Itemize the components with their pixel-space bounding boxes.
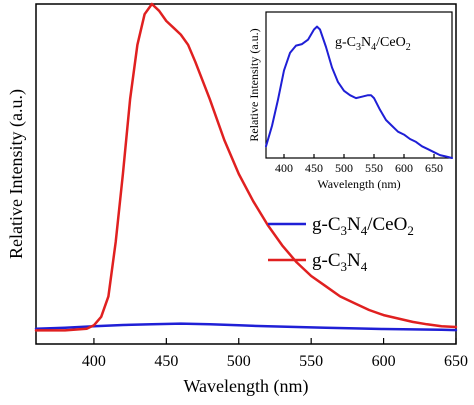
inset-x-tick-label: 400: [275, 161, 293, 175]
inset-plot-frame: [265, 11, 453, 159]
main-series-line-2: [34, 2, 458, 332]
inset-x-ticks: 400 450 500 550 600 650: [275, 154, 443, 175]
inset-x-tick-label: 550: [365, 161, 383, 175]
inset-x-tick-label: 600: [395, 161, 413, 175]
main-x-axis-title: Wavelength (nm): [183, 376, 308, 397]
main-series-lines: [34, 2, 458, 332]
inset-x-axis-title: Wavelength (nm): [317, 177, 400, 191]
main-x-tick-label: 600: [372, 353, 396, 370]
main-x-tick-label: 450: [154, 353, 178, 370]
main-x-tick-label: 550: [299, 353, 323, 370]
main-x-ticks: 400 450 500 550 600 650: [82, 338, 468, 370]
main-plot-frame: [35, 3, 457, 345]
inset-background: [252, 8, 450, 160]
legend: g-C3N4/CeO2 g-C3N4: [268, 214, 414, 274]
legend-label-red: g-C3N4: [312, 250, 368, 274]
inset-y-axis-title: Relative Intensity (a.u.): [247, 28, 261, 141]
main-y-axis-title: Relative Intensity (a.u.): [6, 89, 27, 259]
main-x-tick-label: 650: [444, 353, 468, 370]
inset-series-lines: [265, 25, 453, 159]
inset-series-line-1: [265, 25, 453, 159]
main-x-tick-label: 400: [82, 353, 106, 370]
main-series-line-1: [34, 322, 458, 332]
inset-label: g-C3N4/CeO2: [335, 35, 411, 53]
inset-x-tick-label: 500: [335, 161, 353, 175]
main-x-tick-label: 500: [227, 353, 251, 370]
inset-x-tick-label: 650: [425, 161, 443, 175]
legend-label-blue: g-C3N4/CeO2: [312, 214, 414, 238]
inset-x-tick-label: 450: [305, 161, 323, 175]
